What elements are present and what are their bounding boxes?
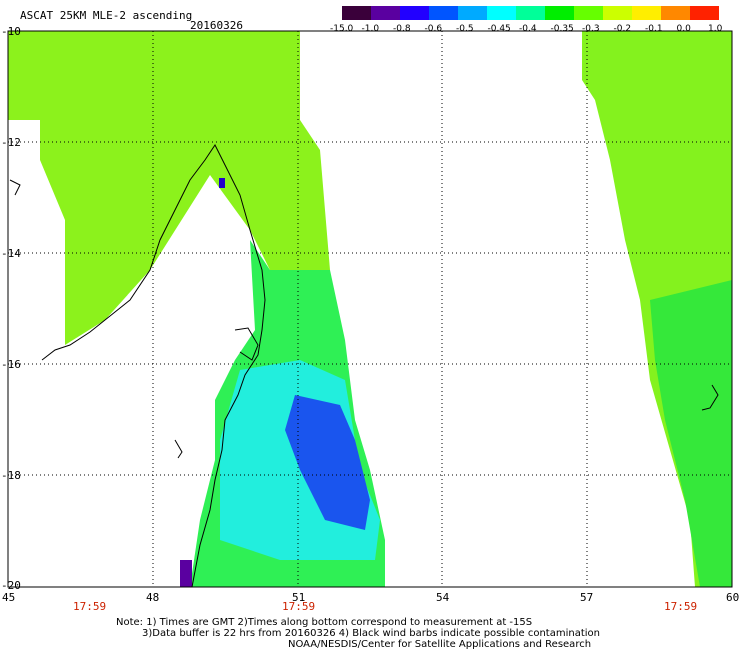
lon-label: 48 (146, 591, 160, 604)
lon-label: 51 (292, 591, 306, 604)
colorbar-label: 0.0 (676, 24, 691, 34)
map-title: ASCAT 25KM MLE-2 ascending (20, 9, 193, 22)
colorbar-segment (661, 6, 690, 20)
colorbar-label: -15.0 (330, 24, 354, 34)
swath-east-green (650, 280, 732, 587)
colorbar-segment (690, 6, 719, 20)
colorbar-label: -0.45 (487, 24, 511, 34)
colorbar-segment (632, 6, 661, 20)
note-line: Note: 1) Times are GMT 2)Times along bot… (116, 617, 533, 628)
colorbar-segment (458, 6, 487, 20)
colorbar-label: -0.3 (582, 24, 600, 34)
colorbar-label: -0.35 (550, 24, 574, 34)
coastline-island (9, 179, 21, 196)
swath-patch (219, 178, 225, 188)
lat-label: -18 (1, 469, 21, 482)
lat-label: -12 (1, 136, 21, 149)
lon-label: 54 (436, 591, 450, 604)
colorbar-label: -0.8 (393, 24, 411, 34)
colorbar-segment (487, 6, 516, 20)
colorbar-segment (400, 6, 429, 20)
colorbar-segment (342, 6, 371, 20)
note-line: NOAA/NESDIS/Center for Satellite Applica… (288, 639, 592, 650)
swath-patch (180, 560, 192, 587)
lon-label: 57 (580, 591, 594, 604)
colorbar-label: -0.1 (645, 24, 663, 34)
lat-label: -10 (1, 25, 21, 38)
lat-label: -14 (1, 247, 21, 260)
colorbar-label: -0.5 (456, 24, 474, 34)
colorbar-label: -0.4 (519, 24, 537, 34)
lat-label: -20 (1, 579, 21, 592)
lat-label: -16 (1, 358, 21, 371)
colorbar-label: -0.6 (424, 24, 443, 34)
colorbar-label: -1.0 (361, 24, 380, 34)
coastline-island (701, 384, 719, 411)
note-line: 3)Data buffer is 22 hrs from 20160326 4)… (142, 628, 600, 639)
lon-label: 45 (2, 591, 16, 604)
colorbar-label: -0.2 (613, 24, 632, 34)
colorbar (342, 6, 719, 20)
colorbar-segment (603, 6, 632, 20)
swath-time: 17:59 (282, 600, 316, 613)
map-frame (7, 30, 733, 588)
coastline-island (174, 439, 183, 459)
map-date: 20160326 (190, 19, 243, 32)
swath-time: 17:59 (73, 600, 107, 613)
colorbar-segment (516, 6, 545, 20)
colorbar-segment (574, 6, 603, 20)
colorbar-segment (545, 6, 574, 20)
swath-west (8, 31, 330, 345)
coastline-island (234, 327, 259, 361)
lon-label: 60 (726, 591, 740, 604)
colorbar-segment (371, 6, 400, 20)
swath-time: 17:59 (664, 600, 698, 613)
swath-central-blue (285, 395, 370, 530)
colorbar-label: 1.0 (708, 24, 723, 34)
coastline-africa (41, 144, 266, 588)
colorbar-segment (429, 6, 458, 20)
